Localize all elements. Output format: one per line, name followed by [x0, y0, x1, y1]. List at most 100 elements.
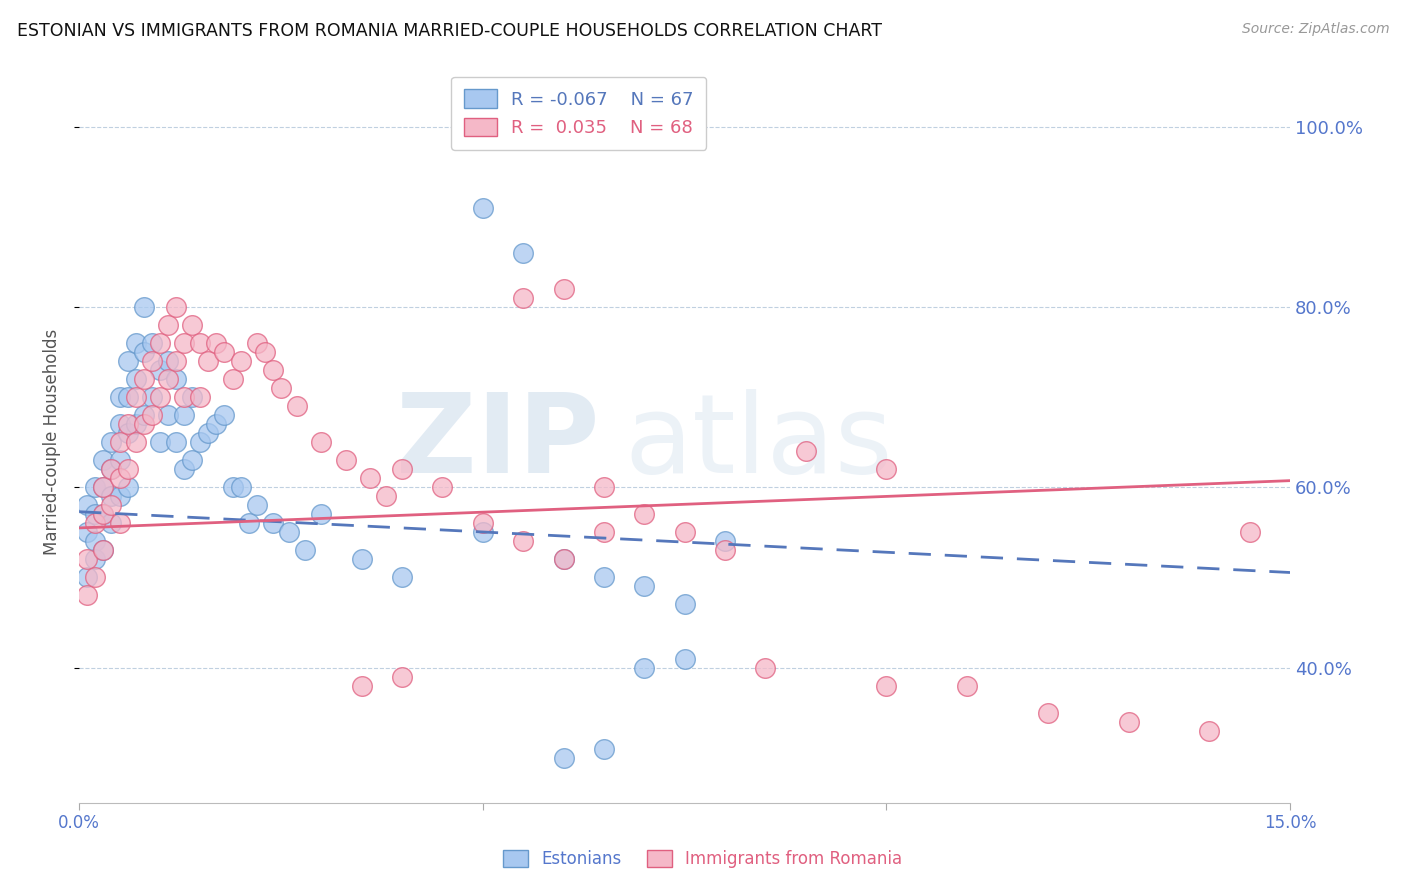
Point [391, 462, 413, 476]
Point [108, 516, 131, 531]
Point [132, 300, 155, 314]
Point [108, 453, 131, 467]
Point [197, 354, 219, 368]
Point [76, 525, 98, 540]
Point [84, 516, 107, 531]
Point [246, 499, 269, 513]
Point [1118, 714, 1140, 729]
Legend: Estonians, Immigrants from Romania: Estonians, Immigrants from Romania [496, 843, 910, 875]
Legend: R = -0.067    N = 67, R =  0.035    N = 68: R = -0.067 N = 67, R = 0.035 N = 68 [451, 77, 706, 150]
Point [173, 336, 195, 351]
Point [93, 453, 115, 467]
Point [100, 499, 122, 513]
Point [246, 336, 269, 351]
Point [714, 534, 737, 549]
Point [156, 354, 179, 368]
Point [108, 435, 131, 450]
Point [205, 336, 228, 351]
Point [125, 435, 148, 450]
Point [673, 525, 696, 540]
Point [794, 444, 817, 458]
Text: Source: ZipAtlas.com: Source: ZipAtlas.com [1241, 22, 1389, 37]
Point [391, 570, 413, 584]
Point [125, 372, 148, 386]
Point [238, 516, 260, 531]
Point [132, 345, 155, 359]
Point [149, 336, 172, 351]
Point [125, 336, 148, 351]
Point [1239, 525, 1261, 540]
Point [714, 543, 737, 558]
Point [132, 372, 155, 386]
Point [221, 480, 243, 494]
Point [633, 660, 655, 674]
Point [93, 543, 115, 558]
Point [173, 409, 195, 423]
Point [471, 201, 494, 215]
Point [181, 453, 204, 467]
Point [188, 336, 211, 351]
Point [165, 372, 187, 386]
Point [125, 417, 148, 432]
Point [117, 462, 139, 476]
Text: ESTONIAN VS IMMIGRANTS FROM ROMANIA MARRIED-COUPLE HOUSEHOLDS CORRELATION CHART: ESTONIAN VS IMMIGRANTS FROM ROMANIA MARR… [17, 22, 882, 40]
Point [359, 471, 381, 485]
Point [285, 400, 308, 414]
Point [592, 570, 614, 584]
Point [165, 354, 187, 368]
Point [165, 300, 187, 314]
Point [117, 354, 139, 368]
Point [93, 508, 115, 522]
Point [76, 552, 98, 566]
Point [100, 435, 122, 450]
Point [553, 552, 575, 566]
Point [141, 354, 163, 368]
Point [553, 750, 575, 764]
Point [374, 490, 396, 504]
Point [76, 570, 98, 584]
Point [673, 598, 696, 612]
Point [229, 354, 252, 368]
Point [262, 363, 284, 377]
Point [84, 570, 107, 584]
Point [132, 409, 155, 423]
Point [754, 660, 776, 674]
Point [221, 372, 243, 386]
Point [93, 480, 115, 494]
Point [633, 579, 655, 593]
Point [270, 381, 292, 395]
Point [117, 417, 139, 432]
Point [84, 508, 107, 522]
Point [205, 417, 228, 432]
Point [181, 318, 204, 333]
Point [149, 363, 172, 377]
Point [592, 480, 614, 494]
Point [633, 508, 655, 522]
Point [93, 543, 115, 558]
Point [93, 480, 115, 494]
Point [108, 417, 131, 432]
Point [108, 490, 131, 504]
Point [673, 651, 696, 665]
Point [512, 534, 534, 549]
Point [173, 462, 195, 476]
Point [84, 552, 107, 566]
Point [956, 679, 979, 693]
Point [165, 435, 187, 450]
Point [229, 480, 252, 494]
Point [214, 409, 236, 423]
Point [214, 345, 236, 359]
Point [432, 480, 454, 494]
Point [592, 525, 614, 540]
Point [141, 336, 163, 351]
Point [108, 471, 131, 485]
Point [350, 679, 373, 693]
Point [188, 435, 211, 450]
Point [471, 516, 494, 531]
Point [335, 453, 357, 467]
Point [294, 543, 316, 558]
Point [592, 741, 614, 756]
Point [141, 409, 163, 423]
Point [141, 390, 163, 404]
Point [100, 462, 122, 476]
